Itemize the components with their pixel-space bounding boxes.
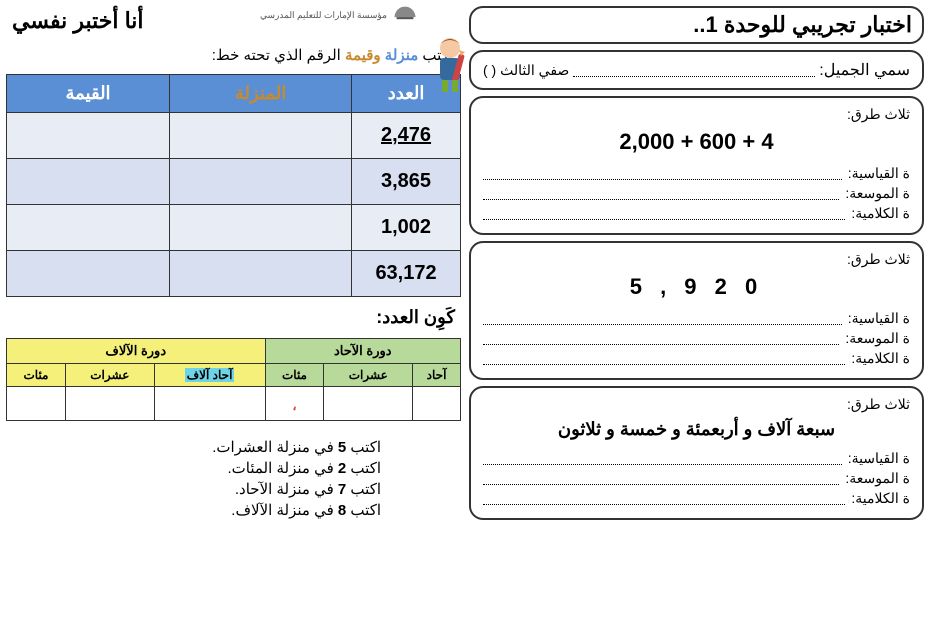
num-cell: 3,865 [352,159,461,205]
student-icon [425,34,475,94]
instruction: اكتب منزلة وقيمة الرقم الذي تحته خط: [6,46,453,64]
num-cell: 63,172 [352,251,461,297]
sub-th-hund: مئات [7,364,66,387]
org-logo: مؤسسة الإمارات للتعليم المدرسي [260,4,419,26]
section-prompt: ثلاث طرق: [483,106,910,123]
group-thousands: دورة الآلاف [7,339,266,364]
blank[interactable] [483,493,845,505]
name-label: سمي الجميل: [819,60,910,80]
hint-line: اكتب 7 في منزلة الآحاد. [6,480,381,498]
label-expanded: ة الموسعة: [845,470,910,487]
sub-hund: مئات [265,364,324,387]
grade-label: صفي الثالث ( ) [483,62,569,79]
blank[interactable] [483,188,839,200]
blank-cell[interactable] [170,205,352,251]
blank[interactable] [483,453,842,465]
blank-cell[interactable] [7,251,170,297]
digit-cell[interactable] [154,387,265,421]
blank-cell[interactable] [170,251,352,297]
label-standard: ة القياسية: [848,310,910,327]
blank[interactable] [483,168,842,180]
sub-ones: آحاد [413,364,461,387]
blank-cell[interactable] [170,113,352,159]
group-ones: دورة الآحاد [265,339,460,364]
section-1: ثلاث طرق: 2,000 + 600 + 4 ة القياسية: ة … [469,96,924,235]
blank[interactable] [483,208,845,220]
blank[interactable] [483,353,845,365]
digit-cell[interactable] [324,387,413,421]
hint-line: اكتب 2 في منزلة المئات. [6,459,381,477]
section-value: 2,000 + 600 + 4 [483,129,910,155]
label-standard: ة القياسية: [848,165,910,182]
blank-cell[interactable] [7,205,170,251]
name-blank[interactable] [573,63,815,77]
section-value: 5 , 9 2 0 [483,274,910,300]
blank[interactable] [483,473,839,485]
compose-title: كَوِن العدد: [12,307,455,328]
sub-tens: عشرات [324,364,413,387]
label-expanded: ة الموسعة: [845,185,910,202]
place-value-table: العدد المنزلة القيمة 2,476 3,865 1,002 6… [6,74,461,297]
th-place: المنزلة [170,75,352,113]
label-expanded: ة الموسعة: [845,330,910,347]
sub-th-tens: عشرات [66,364,155,387]
label-word: ة الكلامية: [851,490,910,507]
label-word: ة الكلامية: [851,205,910,222]
th-value: القيمة [7,75,170,113]
blank-cell[interactable] [7,159,170,205]
blank-cell[interactable] [170,159,352,205]
sub-th-ones: آحاد آلاف [154,364,265,387]
hints: اكتب 5 في منزلة العشرات. اكتب 2 في منزلة… [6,435,381,522]
blank-cell[interactable] [7,113,170,159]
section-3: ثلاث طرق: سبعة آلاف و أربعمئة و خمسة و ث… [469,386,924,520]
hint-line: اكتب 8 في منزلة الآلاف. [6,501,381,519]
left-column: أنا أختبر نفسي اكتب منزلة وقيمة الرقم ال… [6,6,461,614]
hint-line: اكتب 5 في منزلة العشرات. [6,438,381,456]
blank[interactable] [483,313,842,325]
blank[interactable] [483,333,839,345]
exam-title: اختبار تجريبي للوحدة 1.. [469,6,924,44]
num-cell: 1,002 [352,205,461,251]
name-panel: سمي الجميل: صفي الثالث ( ) [469,50,924,90]
digit-cell[interactable] [66,387,155,421]
place-chart: دورة الآحاد دورة الآلاف آحاد عشرات مئات … [6,338,461,421]
right-column: اختبار تجريبي للوحدة 1.. سمي الجميل: صفي… [469,6,924,614]
num-cell: 2,476 [352,113,461,159]
digit-cell[interactable] [7,387,66,421]
section-prompt: ثلاث طرق: [483,396,910,413]
label-word: ة الكلامية: [851,350,910,367]
digit-cell[interactable] [413,387,461,421]
label-standard: ة القياسية: [848,450,910,467]
section-2: ثلاث طرق: 5 , 9 2 0 ة القياسية: ة الموسع… [469,241,924,380]
digit-cell[interactable]: ، [265,387,324,421]
section-value: سبعة آلاف و أربعمئة و خمسة و ثلاثون [483,419,910,440]
section-prompt: ثلاث طرق: [483,251,910,268]
